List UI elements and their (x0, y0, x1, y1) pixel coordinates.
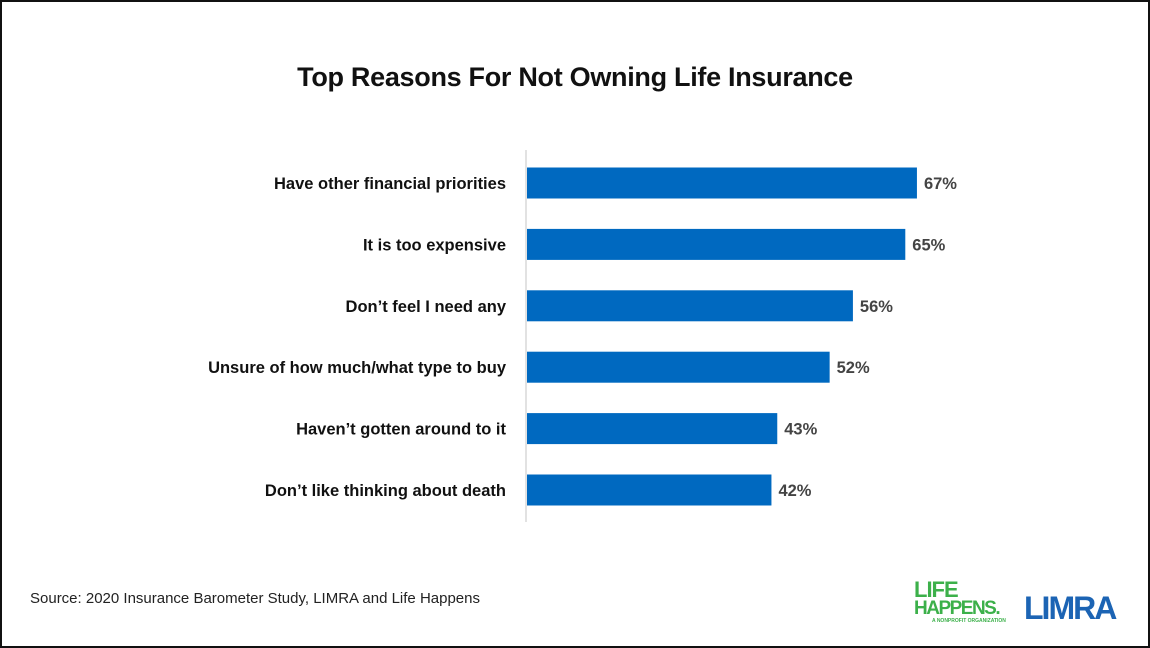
bar (527, 351, 830, 383)
data-label: 67% (924, 175, 957, 193)
chart-title: Top Reasons For Not Owning Life Insuranc… (297, 62, 853, 92)
life-happens-logo-line1: LIFE (914, 577, 959, 602)
category-label: It is too expensive (363, 236, 506, 254)
data-label: 43% (784, 421, 817, 439)
bar (527, 474, 772, 506)
source-note: Source: 2020 Insurance Barometer Study, … (30, 590, 480, 607)
data-label: 65% (912, 236, 945, 254)
category-label: Don’t like thinking about death (265, 482, 506, 500)
category-label: Have other financial priorities (274, 175, 506, 193)
data-label: 56% (860, 298, 893, 316)
category-label: Haven’t gotten around to it (296, 421, 506, 439)
category-label: Don’t feel I need any (346, 298, 507, 316)
bar (527, 290, 853, 322)
life-happens-logo-line2: HAPPENS. (914, 598, 1001, 619)
data-label: 52% (837, 359, 870, 377)
limra-logo: LIMRA (1024, 590, 1117, 626)
life-happens-logo-tagline: A NONPROFIT ORGANIZATION (932, 618, 1006, 624)
category-label: Unsure of how much/what type to buy (208, 359, 507, 377)
life-happens-logo: LIFE HAPPENS. A NONPROFIT ORGANIZATION (914, 577, 1006, 625)
bar (527, 167, 917, 199)
data-label: 42% (778, 482, 811, 500)
bar (527, 413, 778, 445)
bar (527, 228, 906, 260)
